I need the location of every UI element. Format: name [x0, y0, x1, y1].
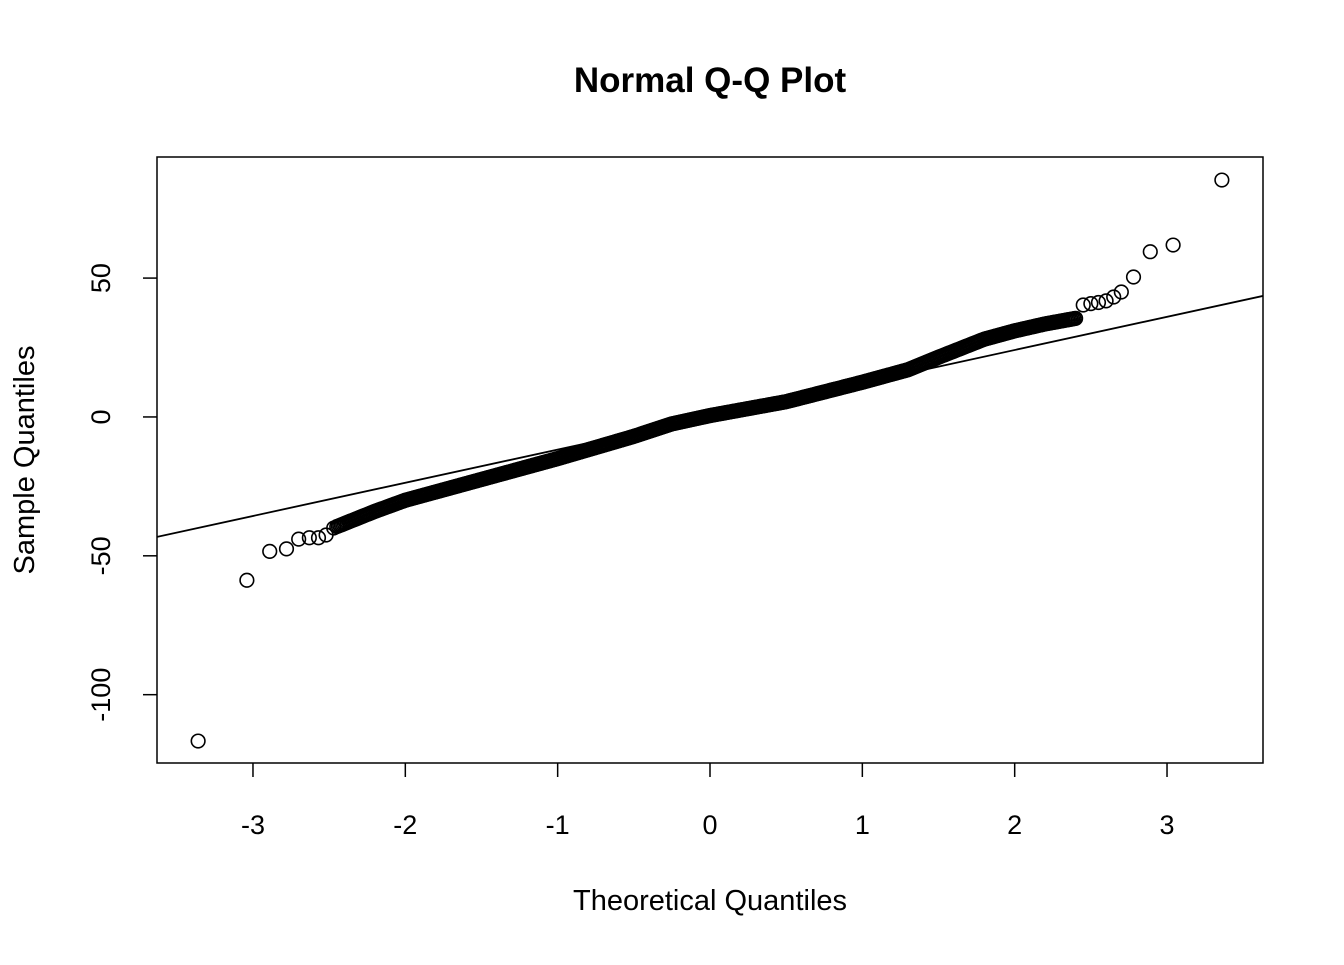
data-point [1142, 244, 1158, 260]
y-tick-label: 50 [86, 263, 116, 293]
data-points [190, 172, 1230, 749]
y-tick-label: 0 [86, 409, 116, 424]
data-point [1068, 310, 1084, 326]
y-axis: -100 -50 0 50 [86, 263, 157, 722]
data-point [1083, 296, 1099, 312]
data-point [1125, 269, 1142, 285]
x-tick-label: -3 [241, 810, 265, 840]
data-point [1106, 289, 1122, 305]
data-point [1090, 294, 1107, 311]
x-tick-label: 2 [1007, 810, 1022, 840]
data-point [1214, 172, 1230, 188]
x-tick-label: -1 [546, 810, 570, 840]
data-point [1098, 293, 1114, 309]
data-point [1165, 237, 1181, 253]
plot-box [156, 156, 1264, 764]
x-axis-label: Theoretical Quantiles [573, 885, 847, 917]
data-point [1113, 284, 1129, 300]
x-tick-label: 0 [702, 810, 717, 840]
y-tick-label: -100 [86, 668, 116, 722]
data-point [310, 530, 327, 546]
y-axis-label: Sample Quantiles [9, 346, 41, 575]
data-point [278, 541, 295, 557]
data-point [301, 530, 317, 546]
data-point [239, 572, 255, 588]
chart-title: Normal Q-Q Plot [574, 61, 847, 100]
data-point [262, 543, 278, 559]
y-tick-label: -50 [86, 536, 116, 575]
x-tick-label: 3 [1160, 810, 1175, 840]
x-axis: -3 -2 -1 0 1 2 3 [241, 763, 1175, 840]
data-point [291, 531, 307, 547]
x-tick-label: 1 [855, 810, 870, 840]
data-point [1075, 297, 1091, 313]
data-point [190, 733, 206, 749]
x-tick-label: -2 [393, 810, 417, 840]
